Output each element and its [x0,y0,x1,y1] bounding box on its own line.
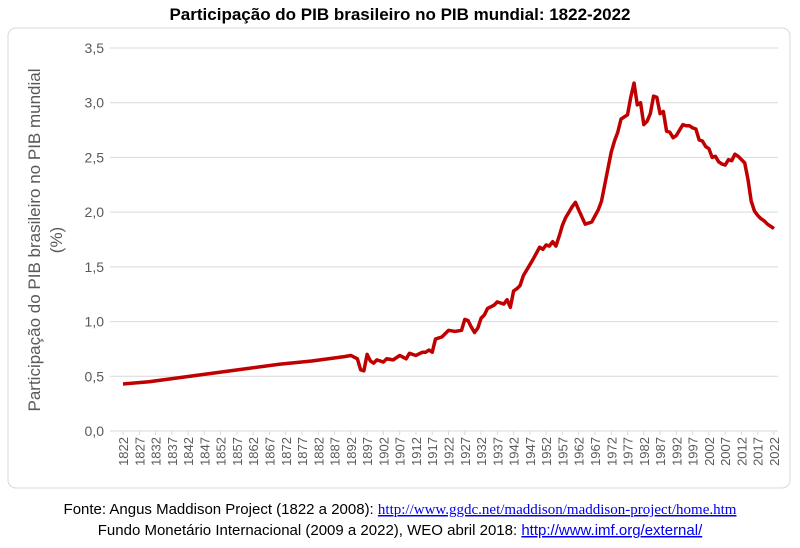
x-tick-label: 2007 [718,437,733,466]
x-tick-label: 1842 [181,437,196,466]
x-tick-label: 1882 [311,437,326,466]
x-tick-label: 1827 [132,437,147,466]
x-tick-label: 1852 [214,437,229,466]
x-tick-label: 1992 [669,437,684,466]
x-tick-label: 1997 [686,437,701,466]
x-tick-label: 2022 [767,437,782,466]
x-tick-label: 1972 [604,437,619,466]
source-link[interactable]: http://www.imf.org/external/ [521,522,703,539]
x-tick-label: 2012 [734,437,749,466]
chart-title: Participação do PIB brasileiro no PIB mu… [169,5,630,24]
x-tick-label: 1922 [442,437,457,466]
source-line: Fundo Monetário Internacional (2009 a 20… [98,522,703,539]
x-tick-label: 1832 [149,437,164,466]
x-tick-label: 1967 [588,437,603,466]
x-tick-label: 1942 [507,437,522,466]
chart-frame [7,27,791,489]
y-tick-label: 2,5 [85,149,105,165]
source-text: Fonte: Angus Maddison Project (1822 a 20… [64,501,378,518]
x-tick-label: 1952 [539,437,554,466]
x-tick-label: 1957 [555,437,570,466]
y-axis-label: Participação do PIB brasileiro no PIB mu… [25,68,44,411]
x-tick-label: 2002 [702,437,717,466]
x-tick-label: 1887 [328,437,343,466]
y-tick-label: 0,5 [85,368,105,384]
x-tick-label: 1902 [376,437,391,466]
x-tick-label: 1847 [197,437,212,466]
x-tick-label: 1897 [360,437,375,466]
x-tick-label: 1912 [409,437,424,466]
x-tick-label: 1857 [230,437,245,466]
x-tick-label: 1892 [344,437,359,466]
x-tick-label: 1937 [490,437,505,466]
x-tick-label: 1982 [637,437,652,466]
x-tick-label: 1837 [165,437,180,466]
x-tick-label: 1917 [425,437,440,466]
source-link[interactable]: http://www.ggdc.net/maddison/maddison-pr… [378,502,737,518]
x-tick-label: 1927 [458,437,473,466]
data-line [122,81,775,386]
x-tick-label: 1947 [523,437,538,466]
x-tick-label: 1872 [279,437,294,466]
y-tick-label: 2,0 [85,204,105,220]
source-line: Fonte: Angus Maddison Project (1822 a 20… [64,501,737,518]
x-tick-label: 1932 [474,437,489,466]
source-text: Fundo Monetário Internacional (2009 a 20… [98,522,522,539]
x-tick-label: 1862 [246,437,261,466]
y-tick-label: 3,5 [85,40,105,56]
x-tick-label: 1822 [116,437,131,466]
x-tick-label: 1977 [621,437,636,466]
y-tick-label: 1,5 [85,259,105,275]
x-tick-label: 1962 [572,437,587,466]
y-axis-label: (%) [47,227,66,253]
y-tick-label: 0,0 [85,423,105,439]
x-tick-label: 1907 [393,437,408,466]
x-tick-label: 1987 [653,437,668,466]
y-tick-label: 1,0 [85,314,105,330]
x-tick-label: 2017 [751,437,766,466]
y-tick-label: 3,0 [85,95,105,111]
x-tick-label: 1877 [295,437,310,466]
x-tick-label: 1867 [262,437,277,466]
